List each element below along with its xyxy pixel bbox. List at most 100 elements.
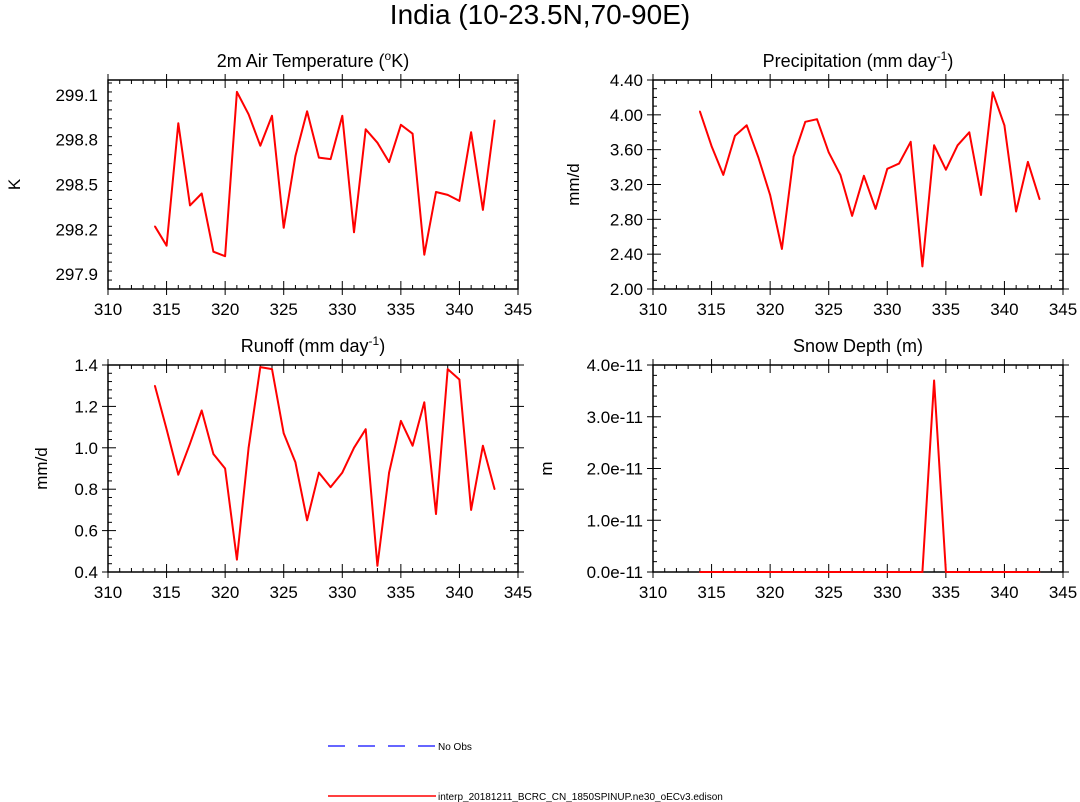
data-point xyxy=(898,571,900,573)
legend-model-label: interp_20181211_BCRC_CN_1850SPINUP.ne30_… xyxy=(438,792,723,802)
series-line xyxy=(154,90,496,258)
data-point xyxy=(1003,124,1006,127)
data-point xyxy=(804,121,807,123)
x-tick-label: 315 xyxy=(697,300,725,319)
data-point xyxy=(874,208,877,210)
data-point xyxy=(247,113,250,116)
data-point xyxy=(933,379,935,382)
data-point xyxy=(282,432,285,435)
data-point xyxy=(364,428,367,430)
y-axis-label: K xyxy=(5,178,24,190)
data-point xyxy=(722,571,725,573)
x-tick-label: 330 xyxy=(873,583,901,602)
data-point xyxy=(1038,571,1041,573)
data-point xyxy=(956,144,959,147)
data-point xyxy=(757,571,760,573)
data-point xyxy=(745,124,748,127)
y-tick-label: 4.00 xyxy=(610,106,643,125)
x-tick-label: 330 xyxy=(328,300,356,319)
data-point xyxy=(816,118,818,120)
data-point xyxy=(945,168,947,171)
data-point xyxy=(318,156,320,159)
data-point xyxy=(482,209,484,211)
data-point xyxy=(886,571,889,573)
panel-title: Precipitation (mm day-1) xyxy=(763,49,954,71)
data-point xyxy=(435,191,437,193)
data-point xyxy=(236,91,238,93)
data-point xyxy=(991,91,994,93)
figure-title: India (10-23.5N,70-90E) xyxy=(390,0,690,30)
panel-temperature: 310 315 320 325 330 335 340 345 297.9 298.2 298.5 2… xyxy=(5,49,532,319)
y-axis-label: m xyxy=(537,461,556,475)
data-point xyxy=(294,155,297,157)
data-point xyxy=(224,467,226,470)
panel-title: Runoff (mm day-1) xyxy=(241,334,385,356)
data-point xyxy=(318,471,320,474)
data-point xyxy=(757,156,760,159)
y-tick-label: 297.9 xyxy=(55,265,98,284)
x-tick-label: 315 xyxy=(697,583,725,602)
data-point xyxy=(435,513,437,515)
data-point xyxy=(781,571,783,573)
data-point xyxy=(189,442,191,445)
data-point xyxy=(423,401,426,404)
x-tick-label: 335 xyxy=(932,300,960,319)
data-point xyxy=(259,366,262,368)
data-point xyxy=(1015,571,1017,573)
data-point xyxy=(165,244,168,247)
data-point xyxy=(376,564,379,567)
data-point xyxy=(482,444,484,447)
data-point xyxy=(224,255,226,257)
data-point xyxy=(909,141,912,143)
data-point xyxy=(446,194,449,196)
data-point xyxy=(353,447,355,449)
data-point xyxy=(271,368,273,370)
data-point xyxy=(411,132,414,135)
data-point xyxy=(1027,161,1029,163)
plot-frame xyxy=(107,79,519,290)
x-tick-label: 325 xyxy=(270,583,298,602)
data-point xyxy=(177,473,180,476)
data-point xyxy=(154,225,156,228)
y-tick-label: 2.80 xyxy=(610,210,643,229)
series-line xyxy=(153,366,496,567)
data-point xyxy=(886,168,889,170)
data-point xyxy=(470,131,472,134)
data-point xyxy=(827,151,830,154)
x-tick-label: 325 xyxy=(270,300,298,319)
data-point xyxy=(863,174,865,177)
data-point xyxy=(154,384,156,387)
data-point xyxy=(710,571,713,573)
data-point xyxy=(200,409,203,412)
data-point xyxy=(458,200,461,202)
legend: No Obs interp_20181211_BCRC_CN_1850SPINU… xyxy=(328,742,723,802)
data-point xyxy=(329,158,332,160)
y-tick-label: 3.20 xyxy=(610,176,643,195)
y-tick-label: 298.8 xyxy=(55,131,98,150)
data-point xyxy=(710,145,713,147)
panel-runoff: 310 315 320 325 330 335 340 345 0.4 0.6 0.8 1.0 1.2 1… xyxy=(32,334,532,602)
y-tick-label: 299.1 xyxy=(55,86,98,105)
plot-frame xyxy=(652,79,1064,290)
data-point xyxy=(921,265,924,268)
x-tick-label: 345 xyxy=(1049,583,1077,602)
data-point xyxy=(189,204,191,207)
data-point xyxy=(745,571,748,573)
data-point xyxy=(271,115,273,117)
data-point xyxy=(839,571,842,573)
data-point xyxy=(839,174,842,176)
panel-precipitation: 310 315 320 325 330 335 340 345 2.00 2.40 2.80 3.20… xyxy=(564,49,1077,319)
x-tick-label: 310 xyxy=(94,300,122,319)
data-point xyxy=(341,471,344,474)
data-point xyxy=(364,128,367,131)
data-point xyxy=(722,174,725,176)
data-point xyxy=(282,226,285,229)
y-tick-label: 4.40 xyxy=(610,71,643,90)
data-point xyxy=(458,378,461,381)
x-tick-label: 330 xyxy=(328,583,356,602)
panel-title: 2m Air Temperature (oK) xyxy=(217,49,409,71)
x-tick-label: 330 xyxy=(873,300,901,319)
y-tick-label: 2.0e-11 xyxy=(587,460,643,479)
x-tick-label: 320 xyxy=(211,300,239,319)
y-tick-label: 298.5 xyxy=(55,176,98,195)
